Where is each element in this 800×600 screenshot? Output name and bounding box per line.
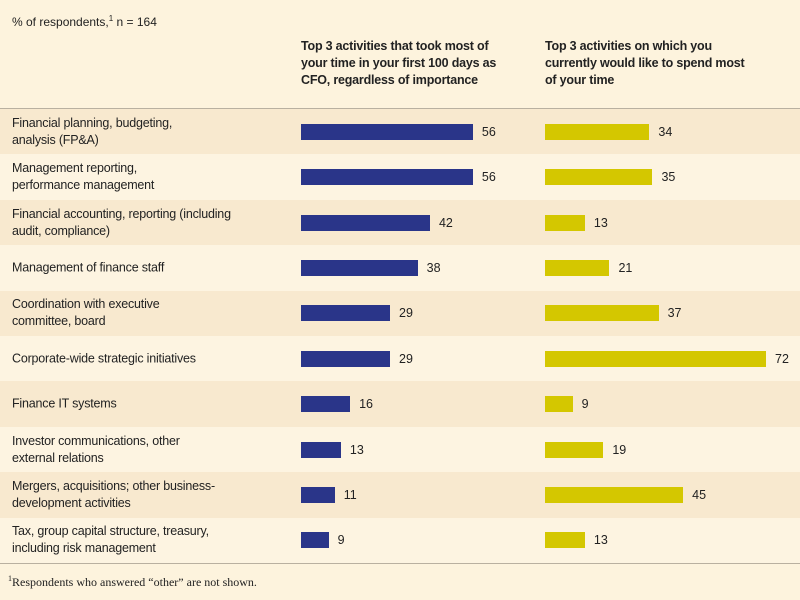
category-label: Corporate-wide strategic initiatives [12,351,196,366]
value-label: 9 [581,397,589,412]
value-label: 38 [426,260,441,275]
value-label: 72 [775,351,789,366]
category-label: Mergers, acquisitions; other business- d… [12,478,215,510]
subtitle: % of respondents,1 n = 164 [12,14,157,29]
bar [545,396,573,413]
panel-header: Top 3 activities on which you currently … [545,39,745,87]
bar [545,305,659,322]
value-label: 37 [667,306,682,321]
bar [301,486,335,503]
row-stripe [0,381,800,427]
category-label: Coordination with executive committee, b… [12,297,160,329]
value-label: 34 [658,124,673,139]
bar [545,350,767,367]
bar [301,532,329,549]
category-label: Financial planning, budgeting, analysis … [12,115,173,147]
row-stripe [0,517,800,563]
value-label: 11 [343,487,357,502]
category-label: Financial accounting, reporting (includi… [12,206,231,238]
bar [301,123,473,140]
bar [545,123,650,140]
bar [301,305,391,322]
bar [301,259,418,276]
footnote: 1Respondents who answered “other” are no… [8,574,257,590]
bar [301,441,341,458]
value-label: 56 [481,124,496,139]
value-label: 56 [481,170,496,185]
value-label: 45 [692,487,707,502]
value-label: 29 [399,351,413,366]
bar [301,169,473,186]
value-label: 29 [399,306,413,321]
bar [545,532,585,549]
bottom-rule [0,563,800,564]
bar [301,396,351,413]
bar [545,169,653,186]
footnote-marker: 1 [8,574,12,583]
category-label: Management reporting, performance manage… [12,161,155,193]
value-label: 42 [438,215,453,230]
bar [545,486,684,503]
panel-header: Top 3 activities that took most of your … [301,39,497,87]
footnote-marker: 1 [108,14,114,23]
value-label: 9 [337,533,345,548]
value-label: 35 [661,170,676,185]
value-label: 16 [359,397,374,412]
category-label: Tax, group capital structure, treasury, … [12,524,209,556]
bar [545,214,585,231]
sample-size: n = 164 [116,15,157,29]
bar [545,441,604,458]
category-label: Finance IT systems [12,396,117,411]
bar [301,350,391,367]
subtitle-label: % of respondents, [12,15,109,29]
value-label: 13 [593,215,608,230]
value-label: 13 [593,533,608,548]
value-label: 19 [612,442,627,457]
value-label: 21 [618,260,633,275]
top-rule [0,108,800,109]
row-stripe [0,426,800,473]
bar [545,259,610,276]
value-label: 13 [349,442,364,457]
category-label: Management of finance staff [12,260,165,275]
category-label: Investor communications, other external … [12,433,180,465]
row-stripe [0,290,800,336]
footnote-text: Respondents who answered “other” are not… [12,575,257,589]
bar [301,214,430,231]
